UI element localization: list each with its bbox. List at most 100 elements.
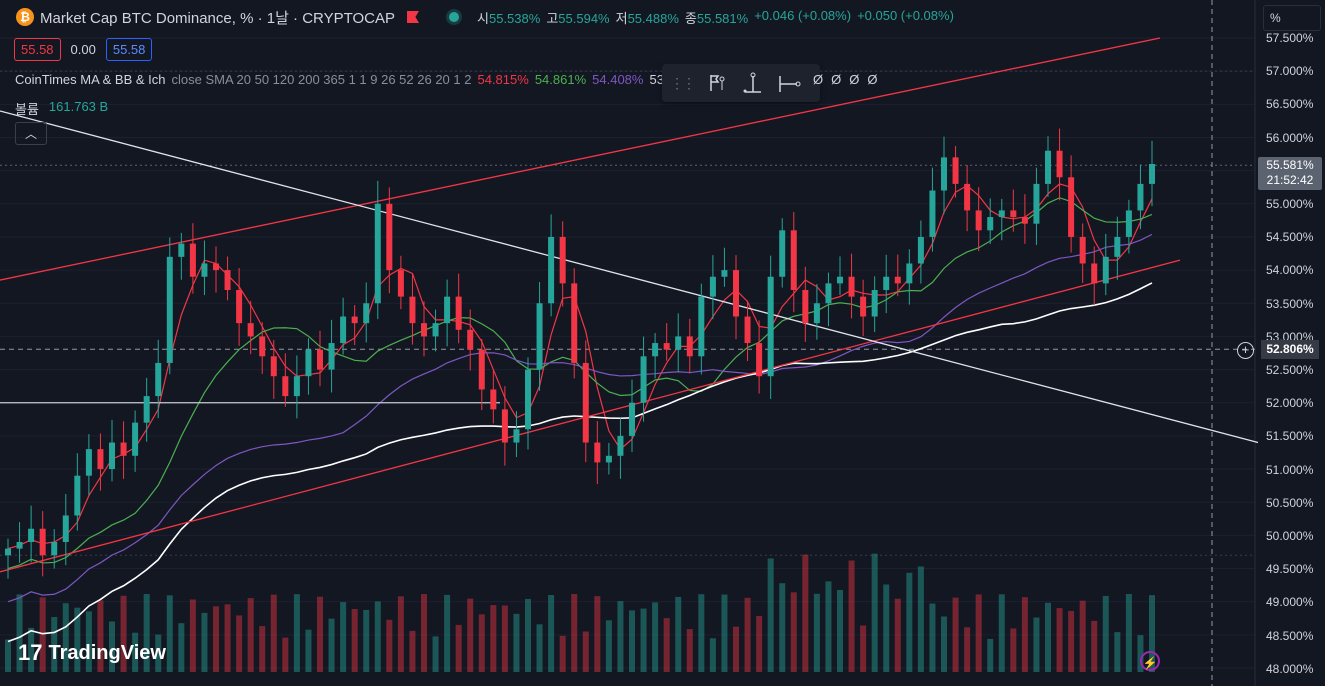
volume-bar (328, 618, 335, 672)
volume-bar (883, 584, 890, 672)
ohlc-open: 시55.538% (477, 10, 541, 26)
candle-body (409, 296, 416, 324)
candle-body (756, 343, 763, 377)
lightning-icon[interactable]: ⚡ (1140, 651, 1160, 671)
add-alert-icon[interactable]: + (1237, 342, 1254, 359)
volume-bar (952, 597, 959, 672)
candle-body (351, 316, 358, 324)
candle-body (513, 429, 520, 443)
candle-body (917, 236, 924, 264)
tradingview-watermark[interactable]: 17 TradingView (18, 640, 166, 666)
volume-bar (455, 624, 462, 672)
candle-body (1125, 210, 1132, 237)
price-tick: 57.500% (1266, 31, 1314, 45)
price-axis-unit-field[interactable]: % (1263, 5, 1321, 31)
price-tick: 48.000% (1266, 661, 1314, 676)
volume-bar (247, 598, 254, 672)
sell-price-button[interactable]: 55.58 (14, 38, 61, 61)
grip-icon[interactable]: ⋮⋮ (670, 74, 696, 91)
candle-body (317, 349, 323, 370)
candle-body (143, 396, 150, 423)
volume-value: 161.763 B (48, 99, 109, 114)
candle-body (501, 409, 508, 443)
candle-body (837, 276, 843, 284)
candle-body (548, 236, 555, 304)
vertical-range-icon[interactable] (740, 70, 766, 96)
horizontal-range-icon[interactable] (776, 70, 802, 96)
volume-bar (975, 594, 982, 672)
volume-label: 볼륨 (15, 102, 39, 117)
volume-bar (120, 595, 127, 672)
candle-body (340, 316, 347, 344)
candle-body (51, 542, 58, 556)
candle-body (201, 263, 208, 277)
collapse-legend-button[interactable]: ︿ (15, 122, 47, 145)
candle-body (397, 270, 404, 297)
buy-price-button[interactable]: 55.58 (105, 38, 153, 61)
candle-body (733, 270, 739, 317)
indicator-params: close SMA 20 50 120 200 365 1 1 9 26 52 … (171, 72, 472, 87)
flag-icon[interactable] (407, 11, 420, 23)
symbol-title[interactable]: Market Cap BTC Dominance, % · 1날 · CRYPT… (40, 9, 396, 27)
candle-body (178, 243, 185, 257)
ohlc-low: 저55.488% (615, 10, 679, 26)
candle-body (894, 276, 901, 284)
price-tick: 50.000% (1266, 529, 1314, 543)
volume-bar (467, 598, 474, 672)
volume-bar (444, 594, 451, 672)
candle-body (467, 329, 474, 350)
candle-body (617, 435, 624, 456)
flag-pin-icon[interactable] (704, 70, 730, 96)
volume-bar (802, 554, 809, 672)
volume-bar (513, 613, 520, 672)
volume-bar (224, 604, 231, 672)
candle-body (39, 528, 46, 556)
candle-body (478, 349, 485, 390)
volume-bar (917, 566, 924, 672)
candle-body (871, 290, 878, 317)
volume-bar (1125, 594, 1132, 672)
indicator-value-ma200: 53 (649, 72, 664, 87)
candle-body (663, 343, 670, 350)
volume-bar (51, 617, 58, 672)
candle-body (270, 356, 277, 377)
candle-body (698, 296, 705, 357)
candle-body (1010, 210, 1017, 218)
hidden-values: ØØØØ (813, 72, 886, 87)
volume-legend[interactable]: 볼륨 161.763 B (15, 99, 108, 118)
volume-bar (629, 610, 635, 672)
candle-body (259, 336, 266, 357)
candle-body (813, 303, 820, 324)
candle-body (571, 283, 578, 363)
volume-bar (501, 605, 508, 672)
volume-bar (686, 629, 693, 672)
volume-bar (860, 625, 867, 672)
indicator-legend[interactable]: CoinTimes MA & BB & Ich close SMA 20 50 … (15, 72, 664, 87)
ohlc-high: 고55.594% (546, 10, 610, 26)
candle-body (559, 236, 566, 284)
volume-bar (987, 638, 994, 672)
candle-body (305, 349, 312, 377)
volume-bar (825, 581, 832, 672)
drawing-toolbar: ⋮⋮ (662, 64, 820, 102)
volume-bar (1056, 608, 1063, 672)
chevron-up-icon: ︿ (24, 127, 37, 141)
candle-body (132, 422, 139, 456)
candle-body (709, 276, 716, 297)
volume-bar (640, 608, 647, 672)
descending-trendline (0, 110, 1259, 444)
price-tick: 54.500% (1266, 230, 1314, 245)
volume-bar (721, 594, 728, 672)
volume-bar (409, 630, 416, 672)
price-tick: 53.500% (1266, 296, 1314, 311)
candle-body (1033, 183, 1040, 224)
volume-bar (1068, 610, 1075, 672)
indicator-name: CoinTimes MA & BB & Ich (15, 72, 166, 87)
candle-countdown: 21:52:42 (1266, 173, 1314, 187)
candle-body (767, 276, 774, 377)
volume-bar (421, 594, 427, 672)
candle-body (155, 362, 162, 397)
candle-body (5, 548, 11, 556)
volume-bar (74, 607, 81, 672)
